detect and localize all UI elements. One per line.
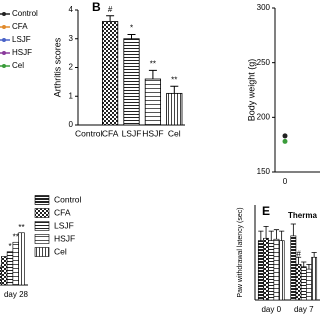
y-tick-label: 0 [69,120,74,129]
legend-label: CFA [54,207,71,217]
error-bar [279,230,285,241]
x-tick-label: Control [75,128,103,138]
bar [306,268,312,301]
legend-swatch [34,195,50,205]
x-tick-label: 0 [283,177,288,186]
bar [101,21,119,126]
annotation: * [130,24,133,33]
bar [273,238,280,301]
x-tick-label: day 0 [261,305,281,314]
error-bar [290,223,296,236]
chart-title: Therma [288,211,317,220]
annotation: ** [13,232,19,241]
error-bar [258,230,264,241]
y-tick-label: 300 [257,3,271,12]
legend-marker [2,38,6,42]
legend-marker [2,51,6,55]
error-bar [268,230,274,241]
y-tick-label: 1 [69,91,74,100]
bar [166,92,183,126]
legend-swatch [34,247,50,257]
x-tick-label: HSJF [142,128,163,138]
y-tick-label: 2 [69,63,74,72]
bar [1,256,8,286]
x-tick-label: day 7 [294,305,314,314]
legend-marker [2,25,6,29]
legend-label: CFA [12,22,28,31]
panel-label: E [262,204,270,218]
annotation: # [296,249,301,258]
bar [12,241,19,286]
bar [268,240,275,301]
legend-swatch [34,221,50,231]
bar [144,78,162,126]
error-bar [127,33,136,39]
error-bar [301,261,307,267]
bar [263,237,269,301]
bar [257,240,264,301]
bar [123,38,140,126]
point [282,133,288,139]
error-bar [148,69,157,79]
legend-marker [2,64,6,68]
annotation: ** [18,223,24,232]
y-tick-label: 200 [257,112,271,121]
panel-label: B [92,0,101,14]
bar [278,240,285,301]
legend-label: Control [54,194,82,204]
legend-label: Cel [12,61,24,70]
x-tick-label: CFA [102,128,119,138]
y-tick-label: 3 [69,34,74,43]
error-bar [273,229,280,240]
bar [6,251,14,286]
error-bar [295,256,302,265]
error-bar [106,15,115,22]
x-tick-label: Cel [168,128,181,138]
legend-label: HSJF [54,233,75,243]
y-tick-label: 4 [69,5,74,14]
y-axis-label: Paw withdrawal latency (sec) [237,207,244,297]
bar [18,232,25,286]
legend-marker [2,12,6,16]
error-bar [306,263,312,270]
bar [295,264,302,301]
bar [290,235,297,301]
y-tick-label: 250 [257,58,271,67]
legend-label: Control [12,9,38,18]
annotation: * [8,242,11,251]
annotation: ** [171,75,177,84]
legend-label: LSJF [54,220,74,230]
error-bar [170,85,179,94]
legend-label: HSJF [12,48,32,57]
bar [311,256,318,301]
y-tick-label: 150 [257,167,271,176]
annotation: ** [150,59,156,68]
legend-swatch [34,234,50,244]
x-tick-label: day 28 [4,290,29,299]
error-bar [311,252,317,258]
bar [300,266,307,301]
x-tick-label: LSJF [122,128,142,138]
legend-swatch [34,208,50,218]
point [282,138,288,144]
y-axis-label: Body weight (g) [246,59,256,122]
legend-label: Cel [54,246,67,256]
error-bar [263,225,269,239]
annotation: # [108,5,113,14]
legend-label: LSJF [12,35,31,44]
y-axis-label: Arthritis scores [52,37,62,97]
